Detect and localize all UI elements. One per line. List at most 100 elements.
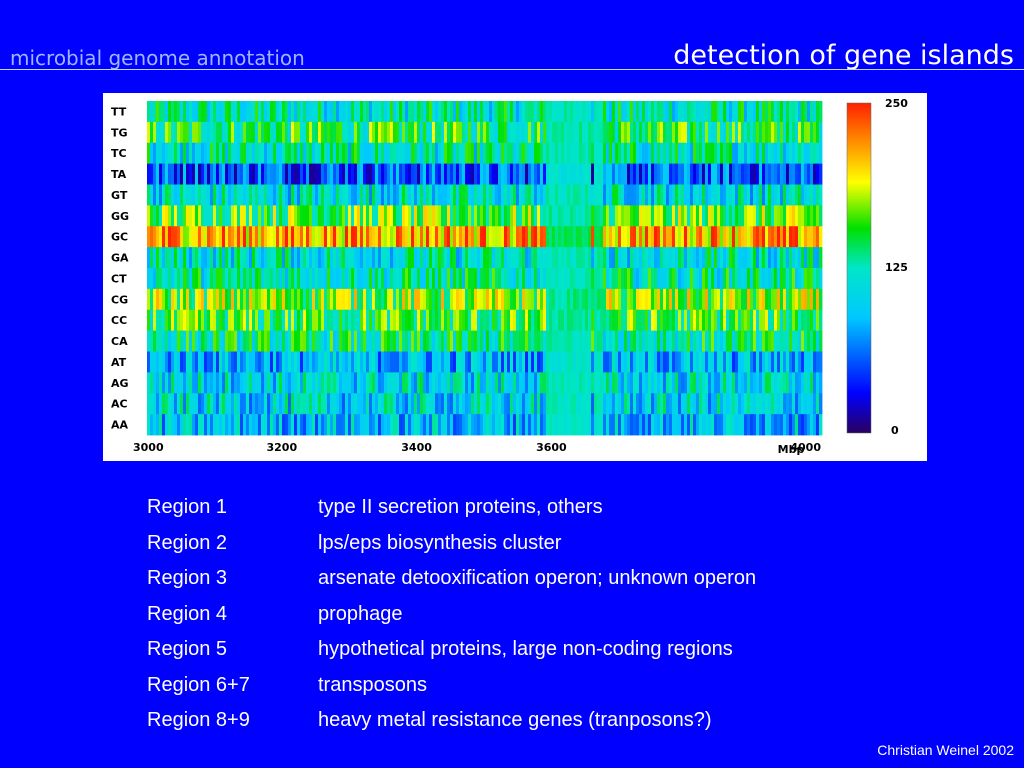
- heatmap-cell: [333, 268, 337, 290]
- heatmap-cell: [171, 226, 175, 248]
- heatmap-cell: [654, 184, 658, 206]
- heatmap-cell: [804, 121, 808, 144]
- heatmap-cell: [699, 142, 703, 165]
- heatmap-cell: [378, 121, 382, 144]
- heatmap-cell: [207, 163, 211, 185]
- heatmap-cell: [489, 414, 493, 436]
- heatmap-cell: [462, 226, 466, 248]
- heatmap-cell: [417, 393, 421, 415]
- heatmap-cell: [615, 330, 619, 352]
- heatmap-cell: [711, 330, 715, 352]
- heatmap-cell: [333, 309, 337, 332]
- heatmap-cell: [333, 226, 337, 248]
- heatmap-cell: [609, 101, 613, 123]
- heatmap-cell: [207, 268, 211, 290]
- heatmap-cell: [267, 247, 271, 269]
- heatmap-cell: [492, 393, 496, 415]
- heatmap-cell: [333, 393, 337, 415]
- heatmap-cell: [225, 247, 229, 269]
- heatmap-cell: [687, 142, 691, 165]
- heatmap-cell: [699, 247, 703, 269]
- heatmap-cell: [159, 121, 163, 144]
- row-label: GG: [111, 210, 129, 223]
- heatmap-cell: [441, 393, 445, 415]
- heatmap-cell: [675, 309, 679, 332]
- heatmap-cell: [531, 163, 535, 185]
- heatmap-cell: [183, 226, 187, 248]
- heatmap-cell: [318, 142, 322, 165]
- heatmap-cell: [423, 142, 427, 165]
- heatmap-cell: [402, 330, 406, 352]
- heatmap-cell: [249, 205, 253, 227]
- heatmap-cell: [438, 414, 442, 436]
- heatmap-cell: [654, 330, 658, 352]
- heatmap-cell: [705, 101, 709, 123]
- heatmap-cell: [588, 101, 592, 123]
- heatmap-cell: [795, 372, 799, 394]
- heatmap-cell: [450, 393, 454, 415]
- heatmap-cell: [333, 247, 337, 269]
- heatmap-cell: [702, 205, 706, 227]
- heatmap-cell: [351, 205, 355, 227]
- heatmap-cell: [699, 372, 703, 394]
- heatmap-cell: [645, 247, 649, 269]
- heatmap-cell: [366, 205, 370, 227]
- heatmap-cell: [429, 142, 433, 165]
- heatmap-cell: [777, 330, 781, 352]
- heatmap-cell: [438, 142, 442, 165]
- heatmap-cell: [174, 288, 178, 311]
- heatmap-cell: [462, 351, 466, 373]
- heatmap-cell: [270, 288, 274, 311]
- heatmap-cell: [585, 101, 589, 123]
- heatmap-cell: [813, 184, 817, 206]
- heatmap-cell: [609, 414, 613, 436]
- heatmap-cell: [429, 226, 433, 248]
- heatmap-cell: [315, 414, 319, 436]
- heatmap-cell: [813, 142, 817, 165]
- heatmap-cell: [633, 101, 637, 123]
- heatmap-cell: [360, 184, 364, 206]
- heatmap-cell: [435, 330, 439, 352]
- heatmap-cell: [741, 247, 745, 269]
- heatmap-cell: [507, 247, 511, 269]
- heatmap-cell: [816, 309, 820, 332]
- heatmap-cell: [447, 142, 451, 165]
- heatmap-cell: [477, 372, 481, 394]
- heatmap-cell: [714, 163, 718, 185]
- heatmap-cell: [195, 330, 199, 352]
- heatmap-cell: [744, 309, 748, 332]
- heatmap-cell: [249, 372, 253, 394]
- heatmap-cell: [354, 414, 358, 436]
- heatmap-cell: [615, 247, 619, 269]
- heatmap-cell: [174, 163, 178, 185]
- heatmap-cell: [666, 205, 670, 227]
- heatmap-cell: [348, 121, 352, 144]
- heatmap-cell: [321, 309, 325, 332]
- heatmap-cell: [147, 205, 151, 227]
- heatmap-cell: [561, 121, 565, 144]
- heatmap-cell: [702, 247, 706, 269]
- heatmap-cell: [234, 226, 238, 248]
- heatmap-cell: [507, 414, 511, 436]
- heatmap-cell: [291, 121, 295, 144]
- heatmap-cell: [696, 268, 700, 290]
- heatmap-cell: [345, 309, 349, 332]
- heatmap-cell: [408, 247, 412, 269]
- heatmap-cell: [324, 351, 328, 373]
- heatmap-cell: [498, 351, 502, 373]
- heatmap-cell: [591, 142, 595, 165]
- heatmap-cell: [642, 142, 646, 165]
- heatmap-cell: [444, 101, 448, 123]
- heatmap-cell: [261, 288, 265, 311]
- heatmap-cell: [690, 121, 694, 144]
- heatmap-cell: [414, 184, 418, 206]
- heatmap-cell: [282, 309, 286, 332]
- heatmap-cell: [192, 330, 196, 352]
- heatmap-cell: [693, 330, 697, 352]
- heatmap-cell: [408, 226, 412, 248]
- heatmap-cell: [312, 163, 316, 185]
- heatmap-cell: [726, 268, 730, 290]
- heatmap-cell: [324, 330, 328, 352]
- heatmap-cell: [312, 309, 316, 332]
- heatmap-cell: [537, 309, 541, 332]
